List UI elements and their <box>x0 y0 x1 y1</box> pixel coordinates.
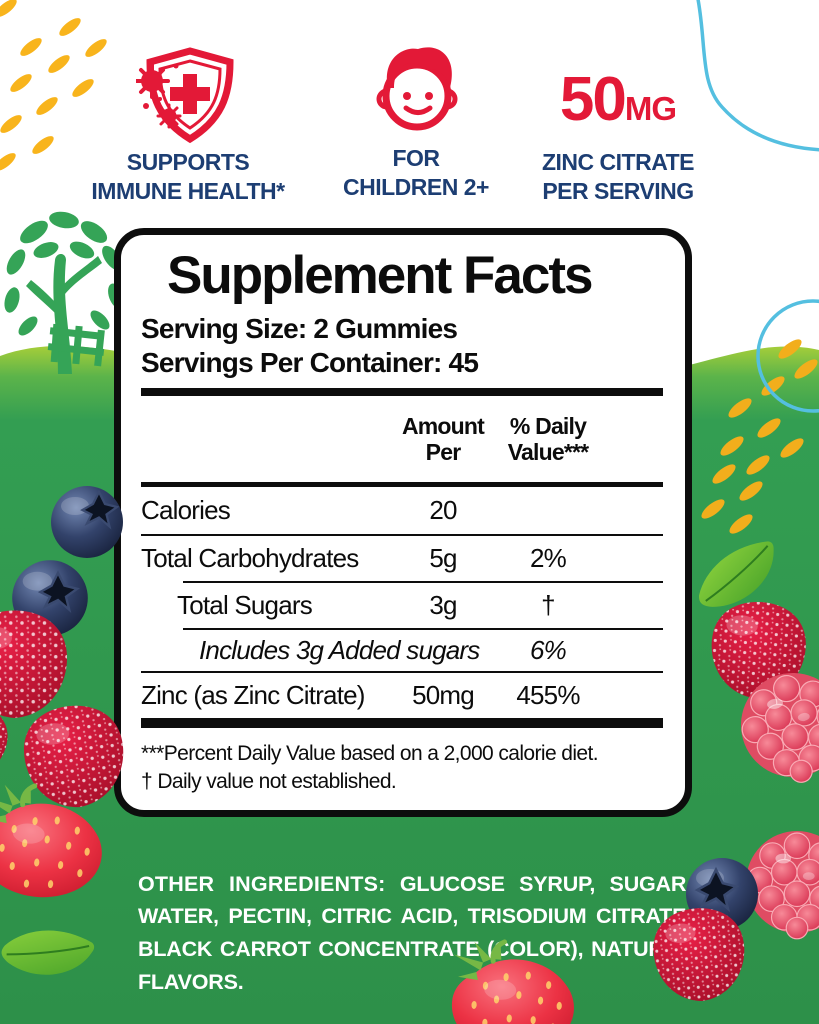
benefit-immune-line2: IMMUNE HEALTH* <box>91 177 285 204</box>
other-ingredients-label: OTHER INGREDIENTS: <box>138 871 386 896</box>
cyan-curve <box>696 0 819 152</box>
col-header-daily-value: % Daily Value*** <box>507 412 589 466</box>
benefit-dose-line1: ZINC CITRATE <box>541 149 695 175</box>
tree-icon <box>4 211 124 374</box>
fence-icon <box>47 323 105 367</box>
benefit-immune: SUPPORTS IMMUNE HEALTH* <box>86 46 290 204</box>
benefit-immune-line1: SUPPORTS <box>126 149 250 175</box>
footnote-dagger: † Daily value not established. <box>141 770 397 794</box>
divider-thick <box>141 388 663 397</box>
blueberry-icon <box>686 858 758 930</box>
footnote-dv: ***Percent Daily Value based on a 2,000 … <box>141 742 599 766</box>
table-row: Calories 20 <box>141 495 457 526</box>
leaf-icon <box>686 535 789 616</box>
blueberry-calyx-icon <box>39 571 79 611</box>
dose-amount: 50MG <box>559 65 677 134</box>
col-header-amount: Amount Per <box>401 412 485 466</box>
footnotes: ***Percent Daily Value based on a 2,000 … <box>141 740 663 795</box>
dose-unit: MG <box>624 90 677 127</box>
table-row: Includes 3g Added sugars 6% <box>199 635 567 666</box>
serving-size: Serving Size: 2 Gummies <box>141 313 458 345</box>
benefit-dose-line2: PER SERVING <box>542 177 694 204</box>
cyan-circle <box>756 299 819 413</box>
table-row: Zinc (as Zinc Citrate) 50mg 455% <box>141 680 580 711</box>
strawberry-icon <box>0 781 108 904</box>
gummy-icon <box>0 610 67 718</box>
table-row: Total Sugars 3g † <box>177 590 556 621</box>
child-face-icon <box>376 47 458 131</box>
benefit-children-line1: FOR <box>392 145 440 171</box>
raspberry-icon <box>732 664 819 792</box>
panel-title: Supplement Facts <box>167 246 593 305</box>
supplement-facts-panel: Supplement Facts Serving Size: 2 Gummies… <box>114 228 692 817</box>
gummy-icon <box>708 598 809 702</box>
gummy-icon <box>19 700 129 813</box>
immune-shield-icon <box>136 47 234 144</box>
other-ingredients: OTHER INGREDIENTS: GLUCOSE SYRUP, SUGAR,… <box>138 868 692 999</box>
blueberry-calyx-icon <box>81 490 119 528</box>
benefit-dose: 50MG ZINC CITRATE PER SERVING <box>522 58 714 204</box>
benefit-children-line2: CHILDREN 2+ <box>343 173 489 200</box>
raspberry-icon <box>745 830 819 940</box>
blueberry-icon <box>51 486 123 558</box>
blueberry-calyx-icon <box>696 868 738 910</box>
yellow-dots-right <box>701 339 818 534</box>
leaf-icon <box>0 917 98 988</box>
table-header-row: Amount Per % Daily Value*** <box>141 396 663 482</box>
gummy-icon <box>0 691 17 789</box>
divider-bottom <box>141 718 663 729</box>
blueberry-icon <box>12 560 88 636</box>
benefit-children: FOR CHILDREN 2+ <box>320 42 512 200</box>
table-row: Total Carbohydrates 5g 2% <box>141 543 567 574</box>
servings-per-container: Servings Per Container: 45 <box>141 346 479 378</box>
